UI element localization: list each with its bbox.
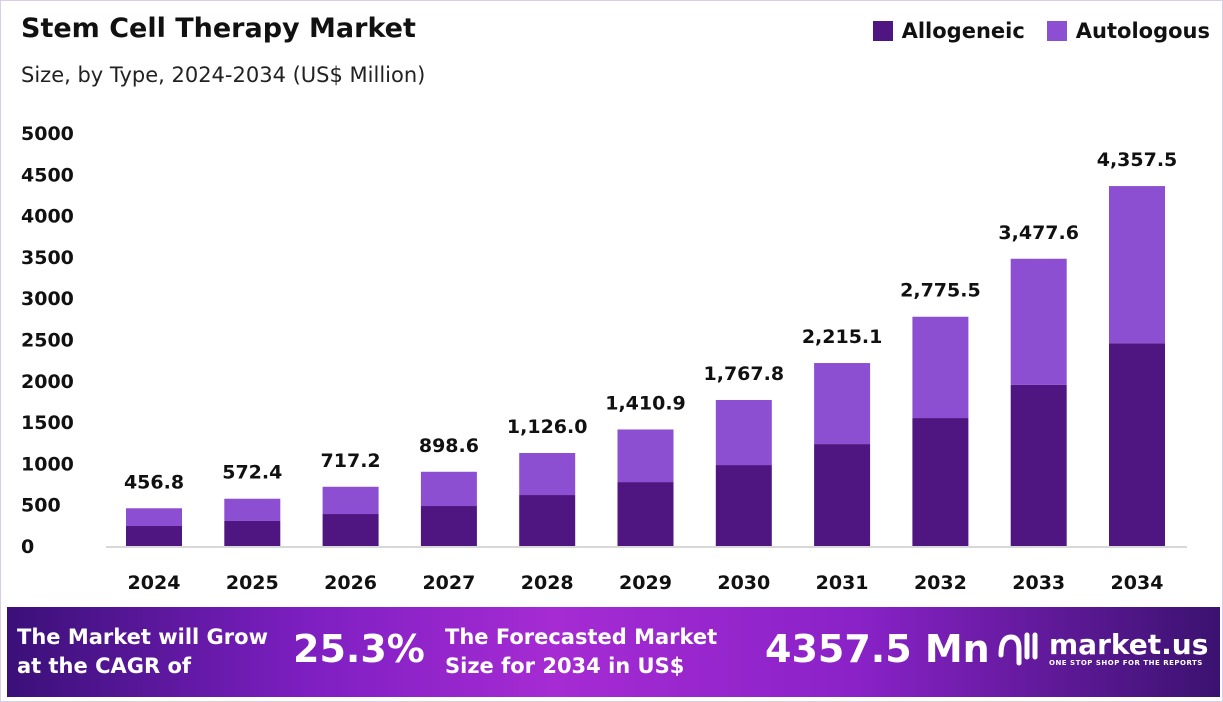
bar-autologous-2031 <box>814 363 871 445</box>
legend-item-allogeneic: Allogeneic <box>872 19 1025 43</box>
legend: Allogeneic Autologous <box>872 19 1210 43</box>
x-tick-label: 2025 <box>226 572 279 594</box>
bar-allogeneic-2026 <box>322 514 379 546</box>
brand-logo: market.us ONE STOP SHOP FOR THE REPORTS <box>997 627 1208 671</box>
y-tick-label: 1500 <box>21 412 74 434</box>
bar-autologous-2026 <box>322 486 379 515</box>
x-tick-label: 2033 <box>1012 572 1065 594</box>
forecast-label: The Forecasted Market Size for 2034 in U… <box>445 625 718 678</box>
legend-swatch <box>1046 21 1067 41</box>
legend-swatch <box>872 21 893 41</box>
bar-allogeneic-2031 <box>814 444 871 546</box>
bar-autologous-2030 <box>715 399 772 466</box>
y-tick-label: 3500 <box>21 247 74 269</box>
bar-autologous-2029 <box>617 429 674 483</box>
bar-allogeneic-2025 <box>224 520 281 546</box>
y-tick-label: 1000 <box>21 453 74 475</box>
x-tick-label: 2027 <box>422 572 475 594</box>
plot-area: 0 500 1000 1500 2000 2500 3000 3500 4000 4500 5000… <box>21 123 1187 594</box>
bar-allogeneic-2028 <box>519 495 576 546</box>
bar-allogeneic-2034 <box>1109 343 1165 546</box>
bar-autologous-2027 <box>420 471 477 507</box>
data-label: 456.8 <box>124 471 184 493</box>
bar-allogeneic-2027 <box>420 506 477 546</box>
x-tick-label: 2034 <box>1111 572 1164 594</box>
data-label: 1,410.9 <box>605 392 686 414</box>
data-label: 2,215.1 <box>802 326 883 348</box>
summary-banner: The Market will Grow at the CAGR of 25.3… <box>7 607 1220 697</box>
bar-autologous-2032 <box>912 316 969 419</box>
data-label: 1,126.0 <box>507 416 588 438</box>
x-tick-label: 2026 <box>324 572 377 594</box>
x-tick-label: 2031 <box>816 572 869 594</box>
cagr-value: 25.3% <box>293 627 425 671</box>
legend-label: Autologous <box>1075 19 1210 43</box>
bar-autologous-2034 <box>1109 186 1165 344</box>
data-label: 2,775.5 <box>900 280 981 302</box>
bar-autologous-2024 <box>126 508 182 527</box>
chart-title: Stem Cell Therapy Market <box>21 13 416 44</box>
x-tick-label: 2028 <box>521 572 574 594</box>
y-tick-label: 5000 <box>21 123 74 145</box>
legend-item-autologous: Autologous <box>1046 19 1210 43</box>
x-tick-label: 2029 <box>619 572 672 594</box>
y-tick-label: 2000 <box>21 371 74 393</box>
data-label: 898.6 <box>419 435 479 457</box>
y-tick-label: 4500 <box>21 164 74 186</box>
forecast-value: 4357.5 Mn <box>765 627 990 671</box>
bar-allogeneic-2030 <box>715 465 772 546</box>
legend-label: Allogeneic <box>901 19 1025 43</box>
bar-autologous-2028 <box>519 452 576 496</box>
data-label: 4,357.5 <box>1097 149 1178 171</box>
y-tick-label: 500 <box>21 495 61 517</box>
bar-autologous-2033 <box>1010 258 1067 385</box>
bar-allogeneic-2033 <box>1010 384 1067 546</box>
bar-allogeneic-2029 <box>617 482 674 546</box>
y-tick-label: 0 <box>21 536 34 558</box>
chart-subtitle: Size, by Type, 2024-2034 (US$ Million) <box>21 63 426 87</box>
cagr-label: The Market will Grow at the CAGR of <box>17 625 268 678</box>
x-tick-label: 2024 <box>128 572 181 594</box>
brand-tagline: ONE STOP SHOP FOR THE REPORTS <box>1049 659 1203 667</box>
market-us-logo-icon <box>998 632 1038 666</box>
x-tick-label: 2030 <box>717 572 770 594</box>
data-label: 1,767.8 <box>704 363 785 385</box>
data-label: 3,477.6 <box>998 222 1079 244</box>
bar-autologous-2025 <box>224 498 281 521</box>
bar-allogeneic-2024 <box>126 526 182 546</box>
y-tick-label: 2500 <box>21 330 74 352</box>
x-tick-label: 2032 <box>914 572 967 594</box>
data-label: 717.2 <box>321 450 381 472</box>
brand-name: market.us <box>1049 628 1209 661</box>
y-tick-label: 3000 <box>21 288 74 310</box>
data-label: 572.4 <box>222 462 282 484</box>
bar-allogeneic-2032 <box>912 418 969 546</box>
y-tick-label: 4000 <box>21 206 74 228</box>
